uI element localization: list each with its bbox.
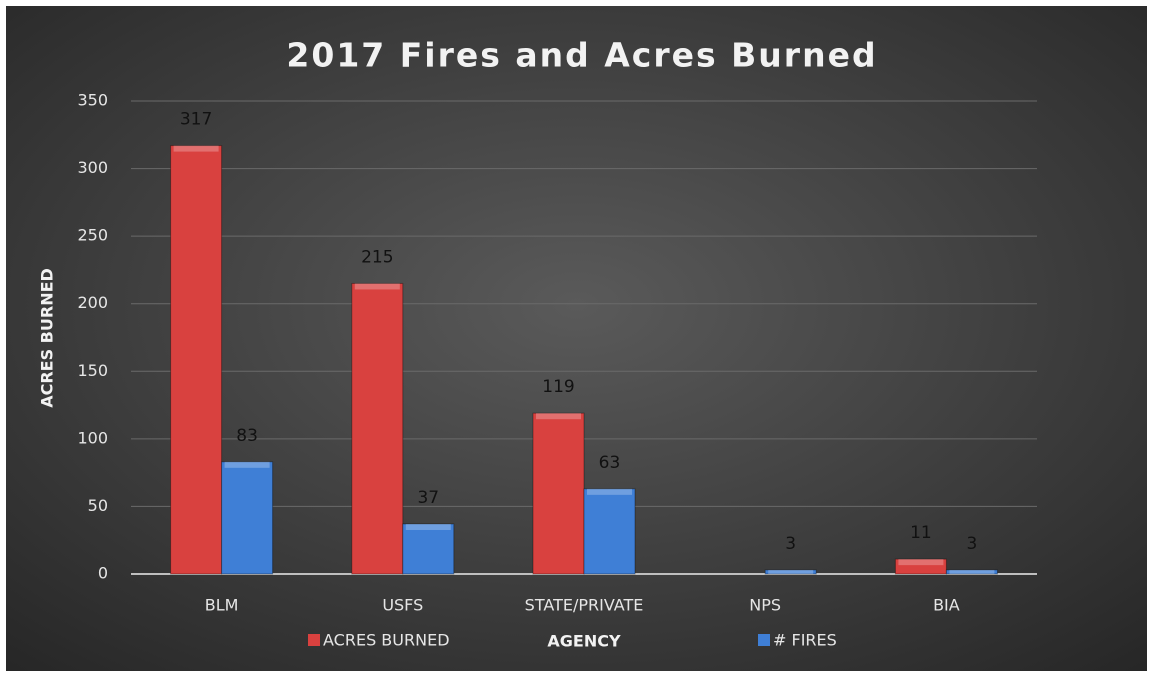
bar — [945, 569, 998, 575]
legend-label: # FIRES — [773, 631, 837, 650]
data-label: 215 — [361, 247, 393, 267]
bar-cap — [949, 569, 995, 574]
data-label: 11 — [910, 523, 932, 543]
bar-cap — [224, 461, 270, 468]
bar-cap — [768, 569, 814, 574]
bar — [170, 145, 223, 575]
y-tick-label: 100 — [77, 428, 108, 447]
bar — [764, 569, 817, 575]
bar-cap — [405, 523, 451, 530]
bar-cap — [536, 413, 581, 420]
y-tick-label: 250 — [77, 226, 108, 245]
y-tick-label: 300 — [77, 158, 108, 177]
bar-cap — [587, 488, 632, 495]
bar — [894, 558, 947, 575]
bar — [351, 282, 404, 575]
legend-label: ACRES BURNED — [323, 631, 450, 650]
data-label: 119 — [542, 377, 574, 397]
bar-cap — [898, 559, 944, 566]
data-label: 63 — [599, 453, 621, 473]
x-tick-label: NPS — [749, 596, 781, 615]
y-axis-label: ACRES BURNED — [38, 268, 57, 408]
y-tick-label: 0 — [98, 564, 108, 583]
y-tick-label: 350 — [77, 91, 108, 110]
x-axis-label: AGENCY — [547, 632, 621, 651]
x-tick-label: BIA — [933, 596, 960, 615]
bar-cap — [173, 145, 219, 152]
data-label: 3 — [785, 534, 796, 554]
y-tick-label: 150 — [77, 361, 108, 380]
bar-cap — [354, 283, 400, 290]
legend-swatch — [308, 634, 320, 646]
data-label: 83 — [236, 426, 258, 446]
legend-swatch — [758, 634, 770, 646]
x-tick-label: BLM — [205, 596, 239, 615]
data-label: 3 — [966, 534, 977, 554]
y-tick-label: 200 — [77, 293, 108, 312]
bar — [402, 523, 455, 575]
bar — [221, 461, 274, 575]
bar — [532, 412, 585, 575]
y-tick-label: 50 — [88, 496, 108, 515]
data-label: 317 — [180, 110, 212, 130]
data-label: 37 — [417, 488, 439, 508]
chart-title: 2017 Fires and Acres Burned — [286, 36, 877, 75]
bar — [583, 488, 636, 575]
x-tick-label: USFS — [382, 596, 423, 615]
x-tick-label: STATE/PRIVATE — [525, 596, 644, 615]
